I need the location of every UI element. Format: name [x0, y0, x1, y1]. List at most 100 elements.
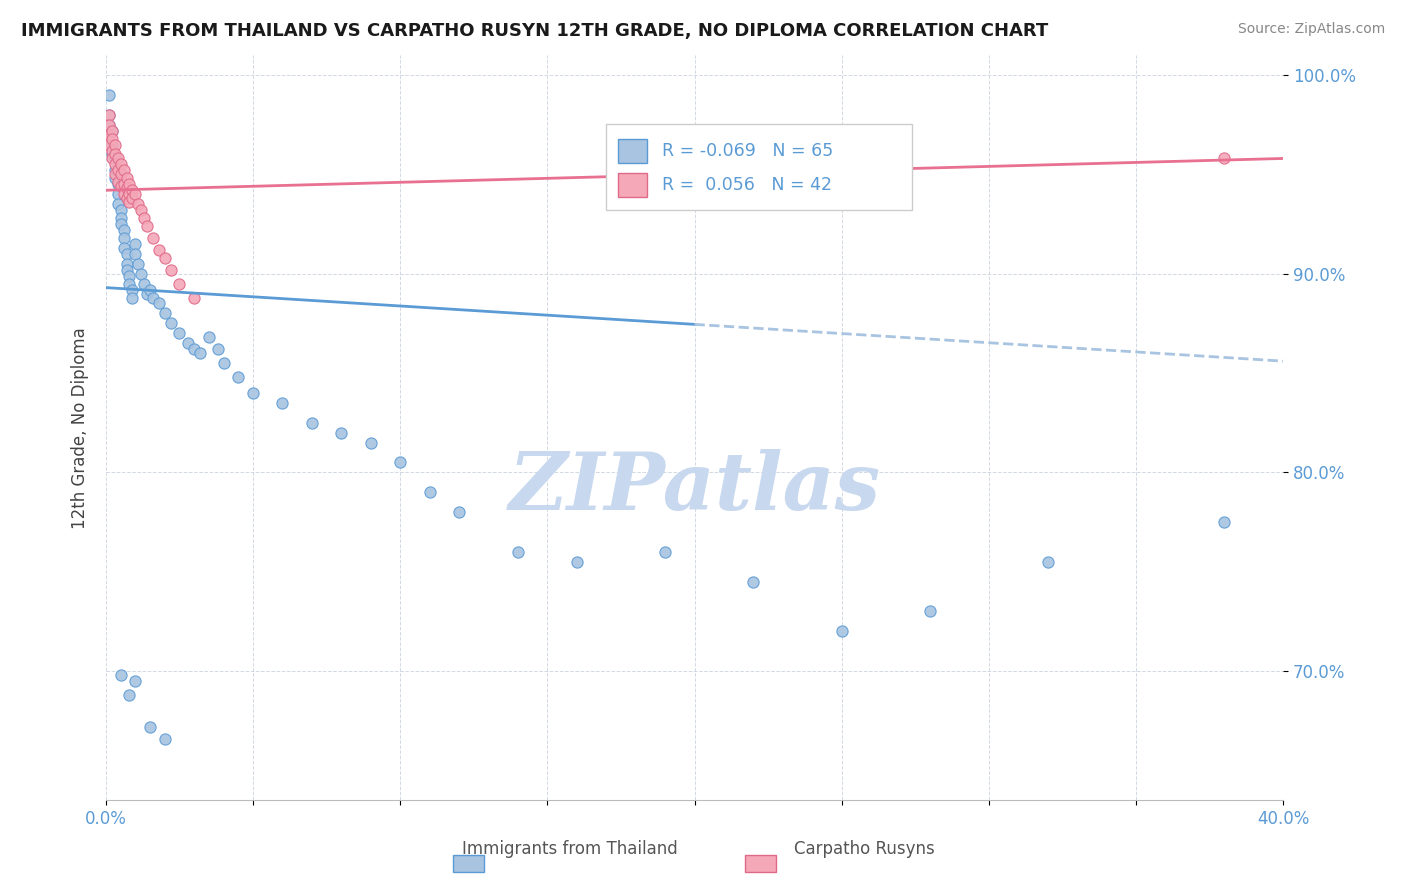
Point	[183, 291, 205, 305]
Point	[124, 236, 146, 251]
Point	[104, 167, 127, 181]
Point	[142, 291, 165, 305]
Point	[101, 144, 124, 158]
Point	[183, 342, 205, 356]
Point	[97, 118, 120, 132]
Point	[97, 108, 120, 122]
Point	[107, 163, 129, 178]
Point	[118, 195, 141, 210]
Point	[129, 203, 152, 218]
Point	[115, 262, 138, 277]
Point	[110, 211, 132, 225]
Point	[124, 673, 146, 688]
Point	[104, 163, 127, 178]
Point	[198, 330, 221, 344]
Point	[121, 183, 143, 197]
Point	[683, 171, 706, 186]
Point	[107, 178, 129, 192]
Point	[112, 223, 135, 237]
Text: Carpatho Rusyns: Carpatho Rusyns	[794, 840, 935, 858]
Point	[110, 668, 132, 682]
FancyBboxPatch shape	[606, 124, 912, 211]
Text: ZIPatlas: ZIPatlas	[509, 449, 880, 526]
Point	[101, 137, 124, 152]
Point	[127, 197, 149, 211]
Point	[654, 545, 676, 559]
Point	[104, 152, 127, 166]
Point	[153, 251, 176, 265]
Point	[115, 247, 138, 261]
Point	[101, 123, 124, 137]
Point	[330, 425, 353, 440]
Point	[136, 219, 159, 233]
Point	[118, 178, 141, 192]
Point	[188, 346, 211, 360]
Point	[419, 485, 441, 500]
Point	[107, 152, 129, 166]
FancyBboxPatch shape	[619, 173, 647, 197]
Point	[139, 720, 162, 734]
Point	[110, 217, 132, 231]
Point	[169, 326, 191, 341]
Point	[110, 157, 132, 171]
Point	[139, 283, 162, 297]
Point	[101, 152, 124, 166]
Point	[134, 277, 156, 291]
Point	[118, 277, 141, 291]
Point	[115, 181, 138, 195]
Point	[115, 191, 138, 205]
Point	[153, 306, 176, 320]
Point	[101, 147, 124, 161]
Point	[148, 296, 170, 310]
Point	[110, 167, 132, 181]
Point	[142, 231, 165, 245]
FancyBboxPatch shape	[619, 139, 647, 163]
Point	[107, 175, 129, 189]
Point	[97, 128, 120, 142]
Point	[153, 731, 176, 746]
Point	[134, 211, 156, 225]
Point	[1036, 555, 1059, 569]
Point	[207, 342, 229, 356]
Point	[104, 171, 127, 186]
Point	[97, 87, 120, 102]
Point	[110, 179, 132, 194]
Point	[97, 118, 120, 132]
Point	[148, 243, 170, 257]
Point	[228, 370, 250, 384]
Text: IMMIGRANTS FROM THAILAND VS CARPATHO RUSYN 12TH GRADE, NO DIPLOMA CORRELATION CH: IMMIGRANTS FROM THAILAND VS CARPATHO RUS…	[21, 22, 1049, 40]
Point	[1213, 515, 1236, 529]
Point	[112, 163, 135, 178]
Point	[212, 356, 235, 370]
Point	[506, 545, 529, 559]
Point	[112, 178, 135, 192]
Point	[110, 203, 132, 218]
Point	[121, 283, 143, 297]
Point	[112, 231, 135, 245]
Y-axis label: 12th Grade, No Diploma: 12th Grade, No Diploma	[72, 326, 89, 529]
Point	[159, 317, 181, 331]
Point	[124, 247, 146, 261]
Point	[112, 241, 135, 255]
Point	[107, 187, 129, 202]
Text: R =  0.056   N = 42: R = 0.056 N = 42	[662, 176, 831, 194]
Point	[449, 505, 471, 519]
Point	[159, 262, 181, 277]
Point	[121, 191, 143, 205]
Text: R = -0.069   N = 65: R = -0.069 N = 65	[662, 142, 832, 161]
Point	[242, 385, 264, 400]
Point	[565, 555, 588, 569]
Point	[104, 157, 127, 171]
Point	[115, 171, 138, 186]
Point	[918, 604, 941, 618]
Point	[97, 137, 120, 152]
Point	[831, 624, 853, 639]
Point	[118, 268, 141, 283]
Point	[104, 147, 127, 161]
Text: Source: ZipAtlas.com: Source: ZipAtlas.com	[1237, 22, 1385, 37]
Point	[177, 336, 200, 351]
Point	[115, 257, 138, 271]
Point	[118, 187, 141, 202]
Point	[101, 123, 124, 137]
Point	[112, 187, 135, 202]
